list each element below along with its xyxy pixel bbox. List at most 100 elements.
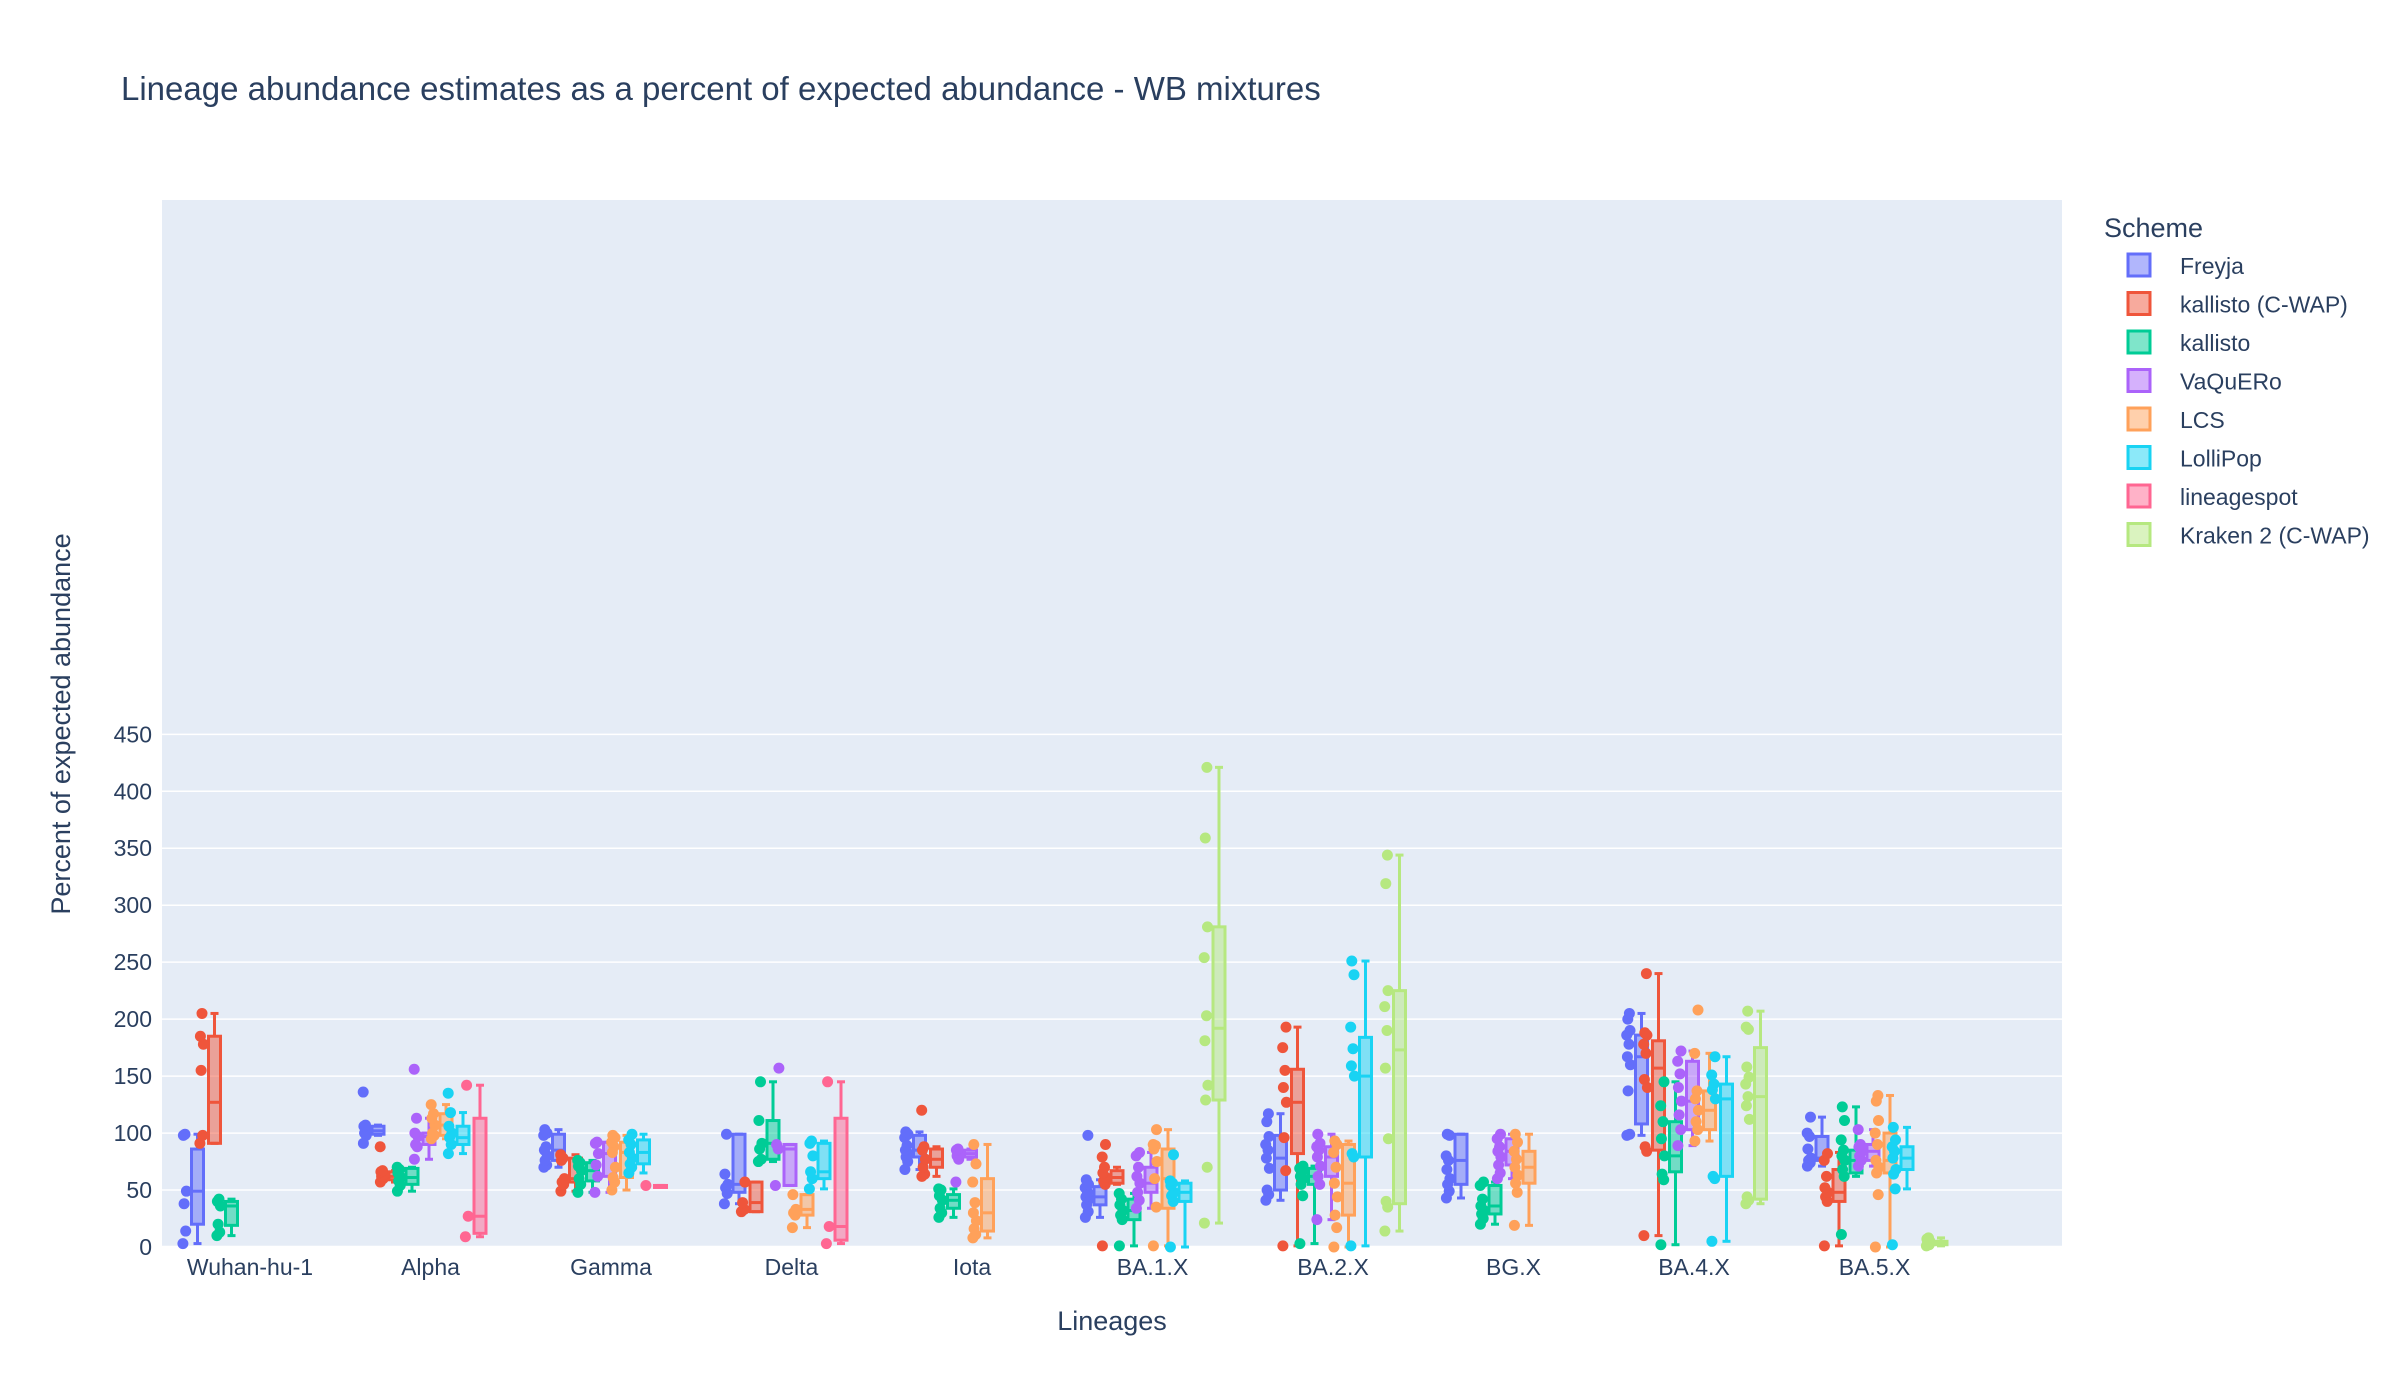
data-point: [1821, 1170, 1832, 1182]
box-Alpha[interactable]: [357, 1086, 386, 1149]
legend-item[interactable]: Freyja: [2126, 252, 2244, 279]
box-Wuhan-hu-1[interactable]: [211, 1193, 239, 1242]
box-Iota[interactable]: [916, 1104, 944, 1182]
data-point: [1381, 1025, 1393, 1037]
data-point: [771, 1138, 783, 1150]
legend-swatch: [2126, 445, 2152, 470]
box-iqr: [1211, 925, 1227, 1102]
data-point: [1132, 1186, 1144, 1198]
data-point: [1872, 1138, 1883, 1150]
box-Alpha[interactable]: [442, 1087, 471, 1160]
legend[interactable]: Scheme Freyja kallisto (C-WAP) kallisto VaQ…: [2104, 213, 2370, 549]
box-Iota[interactable]: [950, 1143, 978, 1188]
box-BA.5.X[interactable]: [1801, 1111, 1830, 1172]
data-point: [640, 1179, 652, 1191]
data-point: [1689, 1135, 1701, 1147]
data-point: [823, 1220, 835, 1232]
data-point: [1675, 1095, 1687, 1107]
box-Delta[interactable]: [735, 1176, 764, 1218]
box-BA.5.X[interactable]: [1920, 1232, 1949, 1252]
data-point: [1346, 955, 1358, 967]
box-BA.5.X[interactable]: [1886, 1121, 1915, 1251]
box-BA.1.X[interactable]: [1079, 1129, 1108, 1223]
box-Alpha[interactable]: [391, 1161, 420, 1197]
data-point: [1277, 1081, 1289, 1093]
box-BA.2.X[interactable]: [1311, 1128, 1339, 1226]
legend-item[interactable]: lineagespot: [2126, 483, 2298, 510]
data-point: [1331, 1191, 1343, 1203]
data-point: [967, 1207, 979, 1219]
box-Delta[interactable]: [752, 1076, 781, 1168]
data-point: [442, 1148, 454, 1160]
data-point: [1277, 1042, 1289, 1054]
box-Iota[interactable]: [933, 1183, 961, 1223]
box-BA.1.X[interactable]: [1164, 1149, 1193, 1253]
data-point: [1201, 1010, 1212, 1022]
data-point: [1263, 1162, 1275, 1174]
box-BA.2.X[interactable]: [1345, 955, 1373, 1252]
box-series: [177, 761, 1949, 1253]
box-Alpha[interactable]: [459, 1079, 488, 1243]
legend-item[interactable]: kallisto: [2126, 329, 2250, 356]
box-BA.1.X[interactable]: [1130, 1146, 1159, 1214]
data-point: [1444, 1173, 1456, 1185]
data-point: [1382, 1133, 1394, 1145]
box-Wuhan-hu-1[interactable]: [194, 1007, 222, 1149]
box-Gamma[interactable]: [589, 1136, 617, 1198]
data-point: [179, 1128, 191, 1140]
data-point: [1708, 1078, 1720, 1090]
box-Delta[interactable]: [820, 1076, 849, 1250]
box-BA.4.X[interactable]: [1706, 1051, 1734, 1247]
box-iqr: [207, 1034, 222, 1145]
box-Gamma[interactable]: [623, 1128, 651, 1179]
data-point: [1164, 1241, 1176, 1253]
box-Delta[interactable]: [769, 1062, 798, 1191]
box-BA.2.X[interactable]: [1277, 1021, 1305, 1252]
box-iqr: [833, 1116, 849, 1242]
data-point: [462, 1210, 474, 1222]
data-point: [1638, 1038, 1650, 1050]
box-Gamma[interactable]: [640, 1179, 668, 1191]
legend-item[interactable]: kallisto (C-WAP): [2126, 291, 2348, 318]
data-point: [1639, 1141, 1651, 1153]
data-point: [1709, 1051, 1721, 1063]
box-BG.X[interactable]: [1440, 1128, 1469, 1204]
legend-label: kallisto: [2180, 330, 2250, 356]
box-iqr: [1273, 1133, 1288, 1192]
data-point: [1890, 1164, 1902, 1176]
data-point: [1869, 1127, 1881, 1139]
data-point: [1640, 1047, 1652, 1059]
legend-item[interactable]: Kraken 2 (C-WAP): [2126, 522, 2370, 549]
box-BA.1.X[interactable]: [1096, 1138, 1125, 1252]
data-point: [1852, 1124, 1864, 1136]
x-tick-label: BA.5.X: [1839, 1254, 1911, 1280]
box-Delta[interactable]: [803, 1135, 832, 1195]
data-point: [919, 1153, 931, 1165]
box-Delta[interactable]: [786, 1189, 815, 1234]
data-point: [950, 1176, 962, 1188]
data-point: [1314, 1137, 1326, 1149]
data-point: [805, 1166, 817, 1178]
box-BA.1.X[interactable]: [1147, 1124, 1176, 1252]
box-Gamma[interactable]: [572, 1154, 600, 1198]
data-point: [1150, 1201, 1162, 1213]
data-point: [391, 1161, 403, 1173]
data-point: [1623, 1007, 1635, 1019]
data-point: [916, 1104, 928, 1116]
box-Iota[interactable]: [967, 1138, 995, 1244]
box-BA.4.X[interactable]: [1740, 1005, 1768, 1210]
x-tick-label: Delta: [765, 1254, 819, 1280]
box-BG.X[interactable]: [1508, 1128, 1537, 1231]
data-point: [1742, 1091, 1754, 1103]
data-point: [1199, 832, 1211, 844]
legend-label: VaQuERo: [2180, 369, 2282, 395]
data-point: [408, 1063, 420, 1075]
data-point: [1440, 1150, 1452, 1162]
legend-item[interactable]: LCS: [2126, 406, 2225, 433]
box-BA.1.X[interactable]: [1198, 761, 1227, 1229]
legend-swatch: [2126, 522, 2152, 547]
box-BA.2.X[interactable]: [1379, 849, 1407, 1237]
legend-item[interactable]: LolliPop: [2126, 445, 2262, 472]
legend-item[interactable]: VaQuERo: [2126, 368, 2282, 395]
data-point: [1280, 1021, 1292, 1033]
